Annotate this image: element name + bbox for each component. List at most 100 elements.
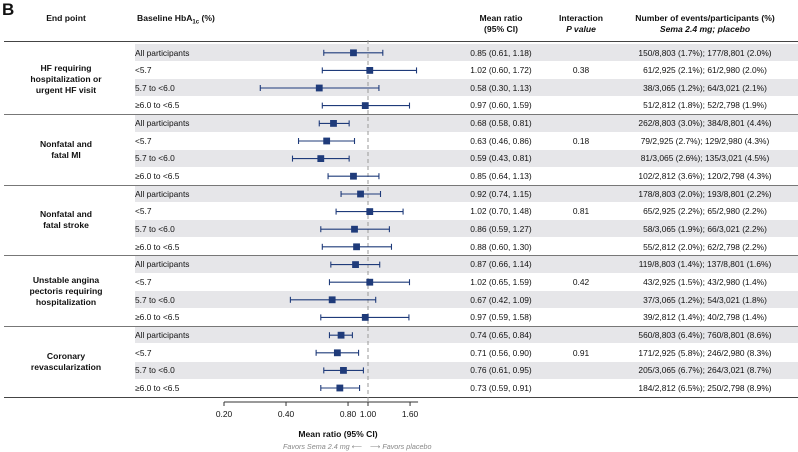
- endpoint-name-line: Nonfatal and: [39, 209, 93, 220]
- subgroup-label: All participants: [135, 259, 190, 270]
- x-tick-label: 0.20: [216, 409, 233, 419]
- header-interaction-line2: P value: [566, 24, 596, 34]
- ratio-ci-value: 0.59 (0.43, 0.81): [470, 153, 532, 164]
- endpoint-name-line: hospitalization or: [30, 73, 102, 84]
- ratio-ci-value: 0.76 (0.61, 0.95): [470, 365, 532, 376]
- x-tick-label: 0.80: [340, 409, 357, 419]
- row-shade: [135, 149, 798, 167]
- ratio-marker: [361, 102, 369, 109]
- favors-placebo-label: ⟶ Favors placebo: [370, 442, 432, 451]
- header-baseline-main: Baseline HbA: [137, 13, 193, 23]
- subgroup-label: 5.7 to <6.0: [135, 82, 175, 93]
- ratio-marker: [350, 49, 357, 57]
- favors-left-text: Favors Sema 2.4 mg: [282, 442, 350, 451]
- endpoint-name: Nonfatal and fatal stroke: [4, 209, 128, 231]
- subgroup-label: 5.7 to <6.0: [135, 153, 175, 164]
- events-value: 43/2,925 (1.5%); 43/2,980 (1.4%): [643, 276, 767, 287]
- header-events-line1: Number of events/participants (%): [635, 13, 775, 23]
- ratio-ci-value: 1.02 (0.65, 1.59): [470, 276, 532, 287]
- ratio-ci-value: 0.86 (0.59, 1.27): [470, 223, 532, 234]
- ratio-marker: [328, 296, 336, 304]
- ratio-marker: [366, 67, 374, 74]
- subgroup-label: All participants: [135, 118, 190, 129]
- subgroup-label: All participants: [135, 329, 190, 340]
- interaction-p-value: 0.91: [572, 347, 590, 358]
- events-value: 37/3,065 (1.2%); 54/3,021 (1.8%): [643, 294, 767, 305]
- header-ratio-line1: Mean ratio: [479, 13, 523, 23]
- interaction-p-value: 0.42: [572, 276, 590, 287]
- subgroup-label: <5.7: [135, 135, 152, 146]
- x-tick-label: 0.40: [278, 409, 295, 419]
- endpoint-name: HF requiring hospitalization or urgent HF …: [4, 63, 128, 96]
- row-shade: [135, 44, 798, 61]
- events-value: 81/3,065 (2.6%); 135/3,021 (4.5%): [640, 153, 770, 164]
- header-rule: [4, 41, 798, 42]
- subgroup-label: ≥6.0 to <6.5: [135, 100, 180, 111]
- interaction-p-value: 0.18: [572, 135, 590, 146]
- ratio-marker: [340, 367, 347, 374]
- ratio-ci-value: 0.97 (0.59, 1.58): [470, 312, 532, 323]
- endpoint-name-line: revascularization: [30, 361, 102, 372]
- subgroup-label: <5.7: [135, 206, 152, 217]
- group-divider: [4, 114, 798, 116]
- header-baseline-tail: (%): [199, 13, 215, 23]
- ratio-marker: [317, 155, 325, 162]
- ratio-ci-value: 0.74 (0.65, 0.84): [470, 329, 532, 340]
- endpoint-name: Nonfatal and fatal MI: [4, 139, 128, 161]
- header-events-line2: Sema 2.4 mg; placebo: [659, 24, 751, 34]
- panel-label: B: [2, 0, 15, 19]
- ratio-ci-value: 0.85 (0.64, 1.13): [470, 170, 532, 181]
- row-shade: [135, 185, 798, 203]
- events-value: 61/2,925 (2.1%); 61/2,980 (2.0%): [643, 65, 767, 76]
- row-shade: [135, 114, 798, 132]
- ratio-marker: [337, 331, 345, 339]
- ratio-ci-value: 0.73 (0.59, 0.91): [470, 382, 532, 393]
- ratio-ci-value: 0.63 (0.46, 0.86): [470, 135, 532, 146]
- header-ratio: Mean ratio (95% CI): [454, 13, 548, 35]
- ratio-ci-value: 0.85 (0.61, 1.18): [470, 47, 532, 58]
- events-value: 65/2,925 (2.2%); 65/2,980 (2.2%): [643, 206, 767, 217]
- group-divider: [4, 184, 798, 186]
- ratio-ci-value: 0.67 (0.42, 1.09): [470, 294, 532, 305]
- endpoint-name: Unstable angina pectoris requiring hospita…: [4, 275, 128, 308]
- endpoint-name: Coronary revascularization: [4, 351, 128, 373]
- ratio-ci-value: 0.92 (0.74, 1.15): [470, 188, 532, 199]
- ratio-marker: [352, 261, 359, 268]
- header-endpoint: End point: [46, 13, 86, 23]
- events-value: 150/8,803 (1.7%); 177/8,801 (2.0%): [638, 47, 772, 58]
- header-baseline-sub: 1c: [192, 19, 200, 26]
- ratio-marker: [333, 349, 341, 357]
- ratio-marker: [351, 225, 358, 233]
- subgroup-label: <5.7: [135, 276, 152, 287]
- row-shade: [135, 220, 798, 238]
- interaction-p-value: 0.38: [572, 65, 590, 76]
- ratio-ci-value: 0.58 (0.30, 1.13): [470, 82, 532, 93]
- interaction-p-value: 0.81: [572, 206, 590, 217]
- endpoint-name-line: urgent HF visit: [35, 84, 97, 95]
- header-events: Number of events/participants (%) Sema 2…: [614, 13, 796, 35]
- subgroup-label: 5.7 to <6.0: [135, 223, 175, 234]
- header-interaction: Interaction P value: [548, 13, 614, 35]
- favors-sema-label: Favors Sema 2.4 mg ⟵: [282, 442, 362, 451]
- events-value: 205/3,065 (6.7%); 264/3,021 (8.7%): [638, 365, 772, 376]
- header-interaction-line1: Interaction: [559, 13, 603, 23]
- events-value: 119/8,803 (1.4%); 137/8,801 (1.6%): [638, 259, 772, 270]
- ratio-marker: [366, 208, 374, 215]
- subgroup-label: ≥6.0 to <6.5: [135, 382, 180, 393]
- ratio-marker: [361, 314, 369, 321]
- subgroup-label: ≥6.0 to <6.5: [135, 312, 180, 323]
- ratio-marker: [330, 120, 337, 127]
- events-value: 39/2,812 (1.4%); 40/2,798 (1.4%): [643, 312, 767, 323]
- endpoint-name-line: Nonfatal and: [39, 138, 93, 149]
- subgroup-label: <5.7: [135, 347, 152, 358]
- ratio-ci-value: 1.02 (0.70, 1.48): [470, 206, 532, 217]
- events-value: 38/3,065 (1.2%); 64/3,021 (2.1%): [643, 82, 767, 93]
- table-bottom-rule: [4, 396, 798, 398]
- ratio-ci-value: 0.68 (0.58, 0.81): [470, 118, 532, 129]
- ratio-marker: [350, 172, 357, 180]
- ratio-marker: [323, 137, 331, 145]
- endpoint-name-line: hospitalization: [35, 296, 97, 307]
- events-value: 560/8,803 (6.4%); 760/8,801 (8.6%): [638, 329, 772, 340]
- x-axis-title: Mean ratio (95% CI): [298, 429, 378, 439]
- ratio-ci-value: 0.97 (0.60, 1.59): [470, 100, 532, 111]
